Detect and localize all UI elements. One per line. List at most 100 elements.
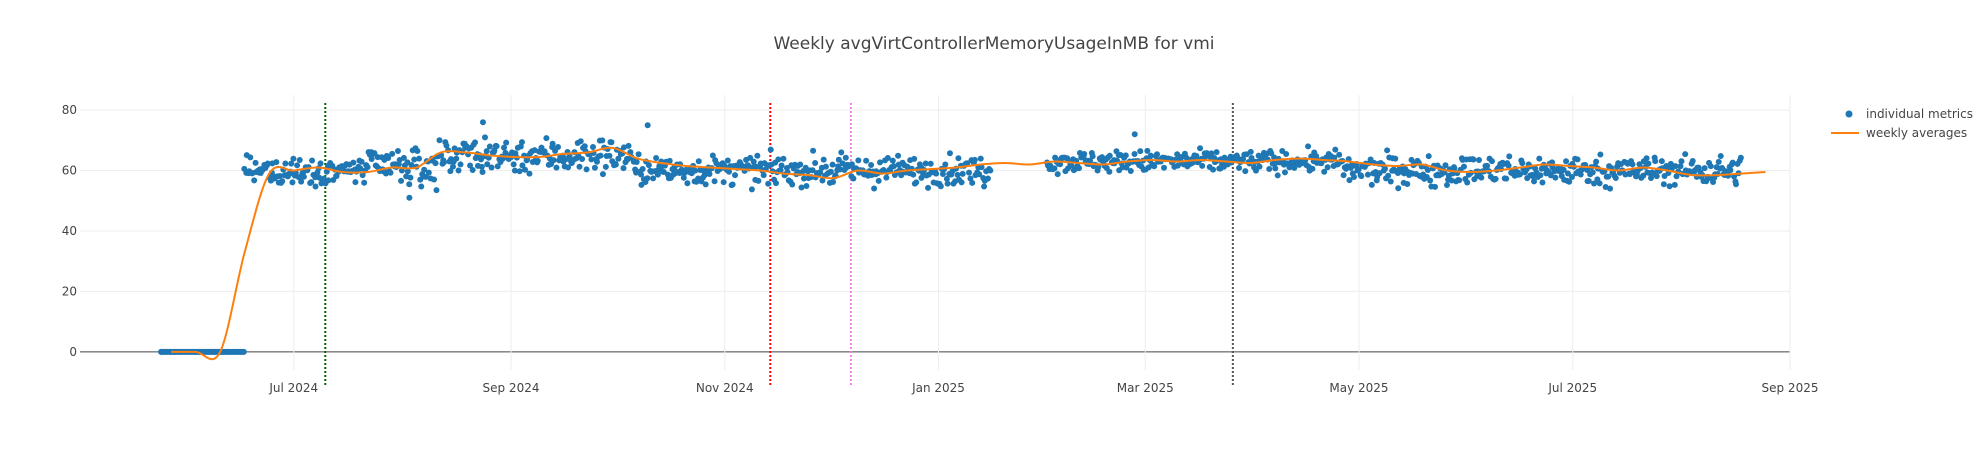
data-point <box>247 154 254 161</box>
data-point <box>1199 162 1206 169</box>
data-point <box>1519 160 1526 167</box>
data-point <box>987 167 994 174</box>
data-point <box>320 175 327 182</box>
data-point <box>750 158 757 165</box>
data-point <box>1707 163 1714 170</box>
data-point <box>1456 177 1463 184</box>
data-point <box>1346 177 1353 184</box>
data-point <box>803 182 810 189</box>
data-point <box>1470 156 1477 163</box>
data-point <box>810 147 817 154</box>
legend-label-weekly-averages[interactable]: weekly averages <box>1866 126 1967 140</box>
y-tick-label: 60 <box>62 164 77 178</box>
x-tick-label: Nov 2024 <box>696 381 754 395</box>
data-point <box>553 164 560 171</box>
data-point <box>486 143 493 150</box>
data-point <box>371 150 378 157</box>
data-point <box>1492 175 1499 182</box>
data-point <box>1612 175 1619 182</box>
data-point <box>565 164 572 171</box>
data-point <box>978 164 985 171</box>
data-point <box>875 177 882 184</box>
data-point <box>288 160 295 167</box>
data-point <box>820 156 827 163</box>
data-point <box>1589 169 1596 176</box>
data-point <box>1274 172 1281 179</box>
data-point <box>1154 151 1161 158</box>
data-point <box>971 156 978 163</box>
data-point <box>1652 158 1659 165</box>
data-point <box>969 179 976 186</box>
data-point <box>654 171 661 178</box>
data-point <box>850 175 857 182</box>
data-point <box>518 139 525 146</box>
data-point <box>597 152 604 159</box>
y-axis-ticks: 0 20 40 60 80 <box>62 103 77 359</box>
data-point <box>732 172 739 179</box>
data-point <box>443 142 450 149</box>
data-point <box>1081 150 1088 157</box>
data-point <box>1701 165 1708 172</box>
data-point <box>1147 152 1154 159</box>
data-point <box>653 154 660 161</box>
individual-metrics-series <box>158 119 1744 355</box>
data-point <box>1689 158 1696 165</box>
data-point <box>889 157 896 164</box>
data-point <box>449 163 456 170</box>
data-point <box>644 175 651 182</box>
x-tick-label: Jul 2025 <box>1547 381 1597 395</box>
data-point <box>835 156 842 163</box>
data-point <box>1283 151 1290 158</box>
data-point <box>959 170 966 177</box>
data-point <box>1678 158 1685 165</box>
data-point <box>240 348 247 355</box>
data-point <box>1127 168 1134 175</box>
data-point <box>1682 151 1689 158</box>
legend[interactable]: individual metrics weekly averages <box>1831 107 1973 140</box>
data-point <box>588 156 595 163</box>
data-point <box>1332 146 1339 153</box>
data-point <box>958 179 965 186</box>
data-point <box>706 170 713 177</box>
data-point <box>1266 165 1273 172</box>
data-point <box>1564 170 1571 177</box>
data-point <box>809 167 816 174</box>
data-point <box>1568 173 1575 180</box>
data-point <box>1596 180 1603 187</box>
data-point <box>680 174 687 181</box>
data-point <box>414 147 421 154</box>
legend-label-individual-metrics[interactable]: individual metrics <box>1866 107 1973 121</box>
data-point <box>1381 165 1388 172</box>
data-point <box>1236 164 1243 171</box>
data-point <box>1291 164 1298 171</box>
x-tick-label: May 2025 <box>1329 381 1388 395</box>
data-point <box>848 161 855 168</box>
data-point <box>1593 158 1600 165</box>
data-point <box>1591 180 1598 187</box>
data-point <box>364 164 371 171</box>
data-point <box>789 181 796 188</box>
data-point <box>296 157 303 164</box>
x-tick-label: Mar 2025 <box>1117 381 1174 395</box>
data-point <box>554 144 561 151</box>
data-point <box>1677 163 1684 170</box>
data-point <box>819 177 826 184</box>
data-point <box>1089 153 1096 160</box>
data-point <box>1183 154 1190 161</box>
data-point <box>599 171 606 178</box>
data-point <box>1161 164 1168 171</box>
x-tick-label: Jan 2025 <box>911 381 965 395</box>
data-point <box>317 160 324 167</box>
data-point <box>777 167 784 174</box>
y-tick-label: 0 <box>69 345 77 359</box>
data-point <box>1395 185 1402 192</box>
data-point <box>1068 162 1075 169</box>
data-point <box>1313 153 1320 160</box>
data-point <box>511 167 518 174</box>
data-point <box>754 152 761 159</box>
data-point <box>765 180 772 187</box>
data-point <box>1505 162 1512 169</box>
data-point <box>1566 178 1573 185</box>
data-point <box>627 149 634 156</box>
